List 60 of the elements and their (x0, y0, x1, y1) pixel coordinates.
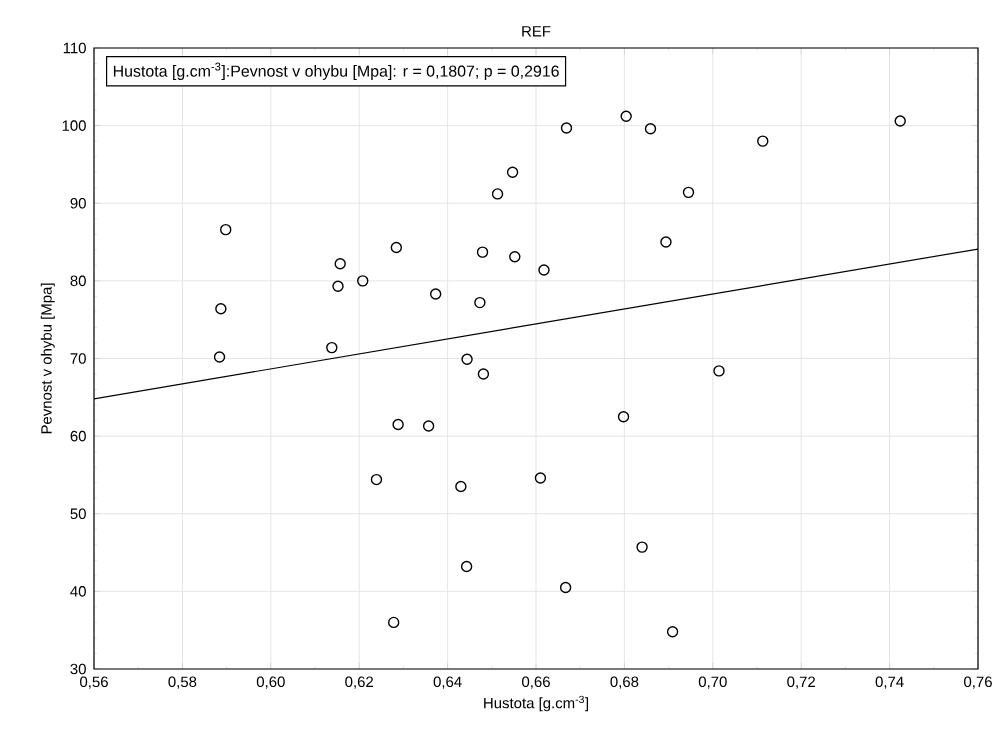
point (757, 135, 769, 147)
point (332, 280, 344, 292)
point (370, 473, 383, 486)
point (636, 541, 648, 553)
point (560, 122, 573, 134)
y-axis-title: Pevnost v ohybu [Mpa] (40, 283, 55, 434)
point (215, 303, 227, 315)
x-tick-label: 0,74 (875, 676, 904, 689)
point (213, 351, 226, 363)
x-tick-label: 0,62 (345, 676, 373, 689)
point (357, 275, 369, 287)
point (620, 110, 632, 122)
point (666, 626, 679, 638)
x-tick-label: 0,66 (522, 676, 550, 689)
point (460, 560, 473, 573)
y-tick-label: 80 (70, 275, 86, 287)
point (455, 480, 467, 493)
x-tick-label: 0,60 (256, 676, 285, 689)
y-tick-label: 100 (62, 120, 86, 131)
x-tick-label: 0,70 (698, 676, 727, 689)
chart-title: REF (522, 26, 551, 37)
x-tick-label: 0,58 (168, 676, 197, 689)
x-tick-label: 0,76 (964, 676, 992, 689)
x-axis-title: Hustota [g.cm$^{-3}$] (484, 695, 589, 712)
point (334, 258, 346, 270)
point (713, 365, 725, 377)
point (644, 123, 657, 135)
point (538, 264, 550, 276)
point (387, 616, 400, 629)
point (559, 581, 572, 594)
point (461, 353, 473, 365)
annotation: Hustota [g.cm$^{-3}$]:Pevnost v ohybu [Mpa]: r = 0,1807; p = 0,2916 (113, 62, 559, 80)
point (390, 241, 403, 254)
point (534, 472, 547, 484)
point (617, 411, 630, 423)
point (326, 341, 338, 354)
point (392, 418, 404, 431)
y-tick-label: 110 (63, 42, 86, 54)
x-tick-label: 0,64 (433, 676, 462, 689)
point (477, 368, 490, 380)
point (660, 236, 672, 248)
point (474, 296, 486, 309)
point (506, 166, 519, 178)
point (422, 420, 435, 432)
y-tick-label: 70 (70, 353, 86, 364)
y-tick-label: 50 (70, 508, 86, 520)
x-tick-label: 0,68 (610, 676, 639, 689)
y-tick-label: 40 (70, 586, 86, 597)
point (682, 186, 695, 199)
y-tick-label: 30 (70, 663, 86, 675)
point (220, 223, 232, 236)
point (509, 251, 521, 263)
x-tick-label: 0,56 (80, 676, 108, 689)
point (476, 246, 489, 258)
point (429, 288, 442, 300)
point (894, 115, 906, 127)
x-tick-label: 0,72 (787, 676, 815, 689)
point (491, 188, 504, 200)
y-tick-label: 60 (70, 430, 86, 442)
y-tick-label: 90 (70, 197, 86, 209)
